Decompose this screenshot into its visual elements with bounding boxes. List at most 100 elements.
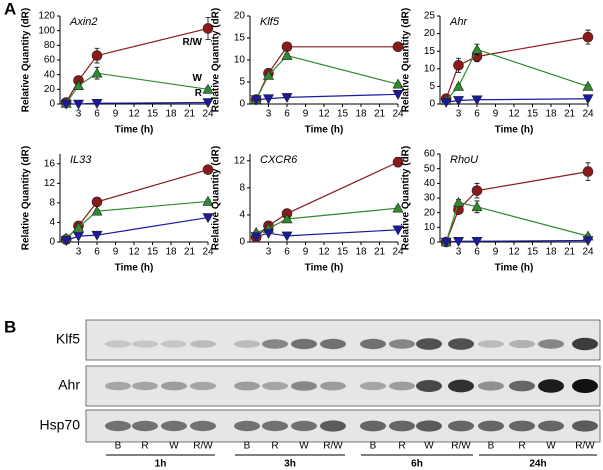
panel-label: A	[4, 0, 16, 18]
marker	[91, 98, 103, 109]
band	[161, 381, 187, 391]
timepoint-label: 6h	[411, 459, 423, 470]
lane-label: R/W	[451, 441, 471, 452]
x-tick-label: 12	[318, 247, 330, 258]
series-line	[446, 98, 589, 103]
marker	[582, 236, 594, 247]
x-tick-label: 3	[76, 109, 82, 120]
band	[291, 381, 317, 391]
series-line	[65, 27, 209, 103]
band	[132, 420, 158, 432]
marker	[471, 95, 483, 106]
series-line	[65, 216, 209, 242]
x-axis-label: Time (h)	[115, 263, 154, 274]
timepoint-label: 3h	[284, 459, 296, 470]
x-tick-label: 9	[113, 247, 119, 258]
lane-label: W	[169, 441, 179, 452]
x-tick-label: 15	[527, 247, 539, 258]
marker	[392, 41, 404, 53]
lane-label: B	[370, 441, 377, 452]
y-tick-label: 5	[239, 77, 245, 88]
series-label: W	[193, 73, 203, 84]
lane-label: R/W	[193, 441, 213, 452]
band	[360, 381, 386, 391]
marker	[440, 237, 452, 248]
panel-label: B	[4, 317, 16, 336]
y-tick-label: 4	[239, 210, 245, 221]
y-tick-label: 0	[49, 99, 55, 110]
x-tick-label: 21	[564, 247, 576, 258]
band	[234, 340, 260, 348]
band	[105, 340, 131, 348]
marker	[60, 236, 72, 247]
x-axis-label: Time (h)	[305, 263, 344, 274]
x-tick-label: 18	[355, 109, 367, 120]
x-axis-label: Time (h)	[495, 125, 534, 136]
x-tick-label: 21	[184, 247, 196, 258]
marker	[60, 99, 72, 110]
band	[320, 338, 346, 350]
marker	[91, 67, 103, 78]
lane-label: W	[424, 441, 434, 452]
x-tick-label: 18	[165, 109, 177, 120]
y-tick-label: 20	[424, 207, 436, 218]
band	[360, 420, 386, 432]
x-tick-label: 6	[284, 109, 290, 120]
series-line	[255, 161, 399, 238]
band	[389, 420, 415, 432]
y-tick-label: 8	[239, 182, 245, 193]
y-tick-label: 30	[424, 193, 436, 204]
series-line	[65, 72, 209, 104]
band	[478, 381, 504, 391]
band	[572, 337, 598, 351]
y-tick-label: 12	[234, 155, 246, 166]
series-line	[255, 207, 399, 234]
timepoint-label: 24h	[529, 459, 546, 470]
lane-label: R	[518, 441, 525, 452]
y-axis-label: Relative Quantity (dR)	[401, 8, 412, 112]
marker	[471, 185, 483, 196]
band	[320, 420, 346, 432]
marker	[453, 59, 464, 71]
x-tick-label: 3	[266, 109, 272, 120]
x-tick-label: 15	[337, 247, 349, 258]
band	[416, 420, 442, 432]
y-axis-label: Relative Quantity (dR)	[211, 8, 222, 112]
row-label: Hsp70	[40, 417, 81, 433]
y-tick-label: 20	[234, 11, 246, 22]
band	[320, 381, 346, 391]
y-axis-label: Relative Quantity (dR)	[21, 146, 32, 250]
series-line	[445, 48, 589, 101]
x-tick-label: 6	[94, 109, 100, 120]
x-tick-label: 12	[128, 247, 140, 258]
lane-label: R	[398, 441, 405, 452]
band	[448, 338, 474, 350]
marker	[392, 78, 404, 89]
series-line	[445, 36, 589, 99]
band	[291, 338, 317, 350]
x-tick-label: 18	[545, 247, 557, 258]
marker	[452, 196, 465, 207]
x-tick-label: 24	[582, 109, 594, 120]
x-tick-label: 3	[76, 247, 82, 258]
chart-title: Axin2	[69, 16, 98, 28]
series-line	[446, 239, 589, 243]
chart-title: Klf5	[260, 16, 280, 28]
band	[190, 420, 216, 432]
lane-label: B	[244, 441, 251, 452]
band	[416, 380, 442, 392]
marker	[72, 221, 85, 232]
x-tick-label: 12	[128, 109, 140, 120]
y-tick-label: 16	[44, 158, 56, 169]
x-tick-label: 9	[303, 247, 309, 258]
marker	[281, 213, 293, 224]
band	[132, 340, 158, 348]
row-label: Ahr	[58, 377, 80, 393]
marker	[392, 225, 404, 236]
band	[572, 420, 598, 432]
marker	[250, 95, 262, 106]
y-tick-label: 0	[239, 237, 245, 248]
band	[509, 380, 535, 392]
x-tick-label: 12	[318, 109, 330, 120]
lane-label: B	[488, 441, 495, 452]
